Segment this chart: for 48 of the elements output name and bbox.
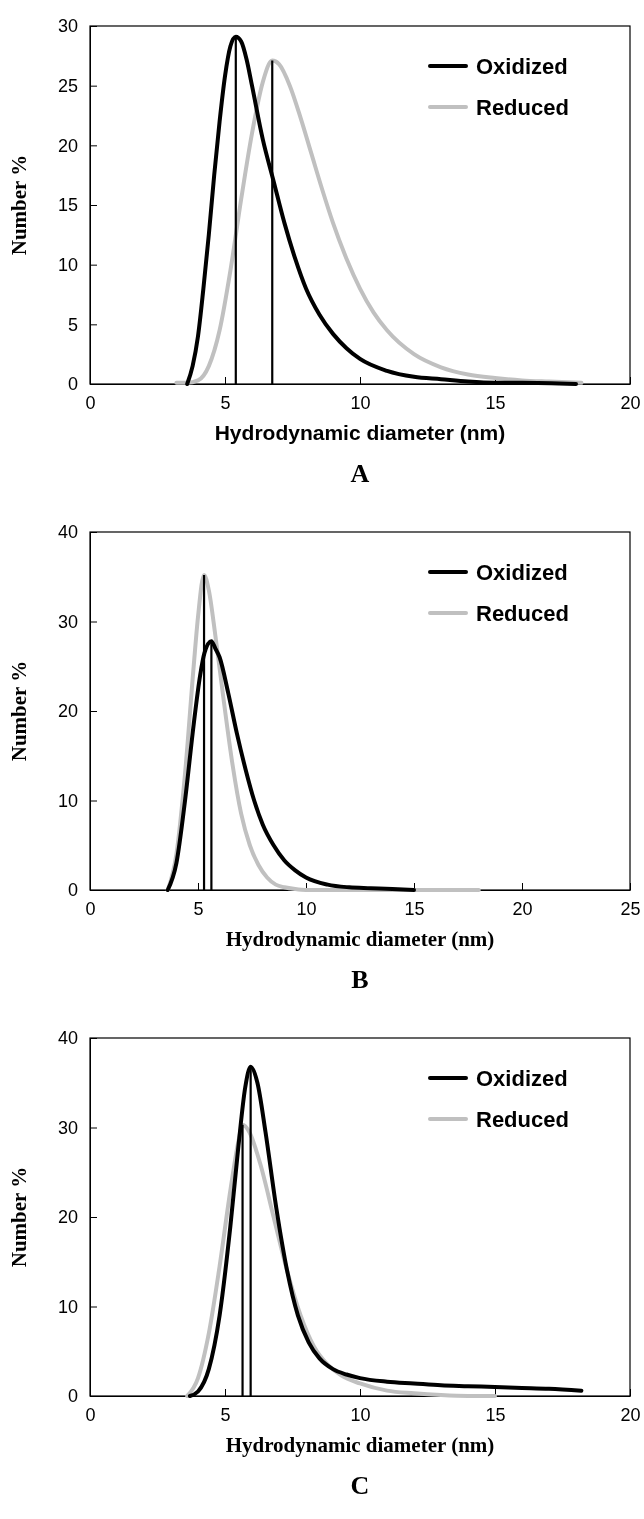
x-axis-title: Hydrodynamic diameter (nm) xyxy=(214,421,506,444)
y-tick-label: 20 xyxy=(57,701,78,722)
x-tick-label: 0 xyxy=(85,898,96,919)
x-axis-title: Hydrodynamic diameter (nm) xyxy=(225,927,495,951)
y-tick-label: 30 xyxy=(57,611,78,632)
text: C xyxy=(350,1471,370,1500)
y-tick-label: 0 xyxy=(67,1386,78,1407)
x-tick-label: 0 xyxy=(85,1404,96,1425)
x-tick-label: 5 xyxy=(220,392,231,413)
y-tick-label: 0 xyxy=(67,880,78,901)
legend-label: Oxidized xyxy=(476,54,568,79)
y-tick-label: 5 xyxy=(67,314,78,335)
y-tick-label: 30 xyxy=(57,16,78,37)
legend-label: Reduced xyxy=(476,95,569,120)
x-tick-label: 10 xyxy=(350,1404,371,1425)
text: B xyxy=(351,965,369,994)
y-axis-title: Number % xyxy=(7,1166,31,1268)
legend-label: Oxidized xyxy=(476,1066,568,1091)
y-tick-label: 40 xyxy=(57,1028,78,1049)
legend-label: Oxidized xyxy=(476,560,568,585)
y-tick-label: 15 xyxy=(57,195,78,216)
y-tick-label: 0 xyxy=(67,374,78,395)
x-tick-label: 20 xyxy=(620,1404,641,1425)
x-tick-label: 20 xyxy=(512,898,533,919)
y-tick-label: 20 xyxy=(57,1207,78,1228)
x-tick-label: 20 xyxy=(620,392,641,413)
x-tick-label: 15 xyxy=(485,1404,506,1425)
x-axis-title: Hydrodynamic diameter (nm) xyxy=(225,1433,495,1457)
x-tick-label: 0 xyxy=(85,392,96,413)
y-tick-label: 10 xyxy=(57,1296,78,1317)
x-tick-label: 15 xyxy=(404,898,425,919)
x-tick-label: 25 xyxy=(620,898,641,919)
x-tick-label: 5 xyxy=(193,898,204,919)
x-tick-label: 10 xyxy=(296,898,317,919)
y-axis-title: Number % xyxy=(7,154,31,256)
x-tick-label: 10 xyxy=(350,392,371,413)
x-tick-label: 15 xyxy=(485,392,506,413)
text: A xyxy=(350,459,370,488)
x-tick-label: 5 xyxy=(220,1404,231,1425)
y-tick-label: 40 xyxy=(57,522,78,543)
legend-label: Reduced xyxy=(476,1107,569,1132)
y-tick-label: 25 xyxy=(57,75,78,96)
y-tick-label: 20 xyxy=(57,135,78,156)
y-axis-title: Number % xyxy=(7,660,31,762)
legend-label: Reduced xyxy=(476,601,569,626)
y-tick-label: 10 xyxy=(57,790,78,811)
y-tick-label: 30 xyxy=(57,1117,78,1138)
y-tick-label: 10 xyxy=(57,254,78,275)
